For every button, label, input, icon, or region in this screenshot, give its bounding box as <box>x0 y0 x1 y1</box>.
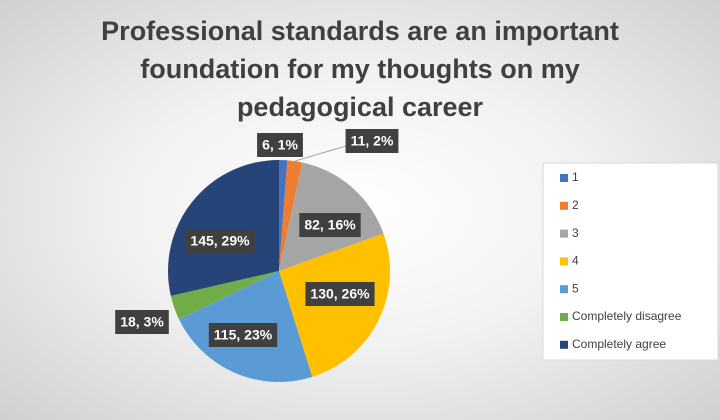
pie-slice <box>168 160 279 296</box>
data-label-group: 115, 23% <box>208 323 278 347</box>
data-label: 115, 23% <box>214 327 273 343</box>
data-label-group: 145, 29% <box>185 229 255 253</box>
legend-label: Completely disagree <box>572 309 682 323</box>
data-label-box <box>345 129 399 153</box>
leader-line <box>294 145 347 162</box>
data-label-box <box>299 213 361 237</box>
legend-label: 4 <box>572 254 579 268</box>
data-label-group: 130, 26% <box>305 282 375 306</box>
legend-label: 3 <box>572 226 579 240</box>
data-label: 11, 2% <box>351 133 394 149</box>
data-label-box <box>257 133 303 157</box>
legend-swatch <box>560 229 568 238</box>
pie-slice <box>279 160 303 271</box>
legend-swatch <box>560 313 568 321</box>
legend-box <box>542 162 719 361</box>
data-label-box <box>115 310 169 334</box>
legend-label: Completely agree <box>572 337 666 351</box>
legend-label: 2 <box>572 198 579 212</box>
legend-swatch <box>560 201 568 210</box>
legend-swatch <box>560 174 568 182</box>
legend-swatch <box>560 340 568 349</box>
legend-swatch <box>560 257 568 266</box>
data-label-box <box>305 282 375 306</box>
data-label-box <box>208 323 278 347</box>
data-label-group: 11, 2% <box>345 129 399 153</box>
pie-slice <box>279 160 288 271</box>
data-label: 82, 16% <box>304 217 356 233</box>
data-label-group: 18, 3% <box>115 310 169 334</box>
data-label: 18, 3% <box>120 314 164 330</box>
data-label: 6, 1% <box>262 137 298 153</box>
data-label: 130, 26% <box>310 286 370 302</box>
data-label-group: 82, 16% <box>299 213 361 237</box>
pie-slice <box>170 271 279 320</box>
legend-label: 5 <box>572 281 579 295</box>
chart-title: Professional standards are an important … <box>101 16 619 122</box>
data-label-group: 6, 1% <box>257 133 303 157</box>
data-label: 145, 29% <box>190 233 250 249</box>
legend-swatch <box>560 285 568 294</box>
legend-label: 1 <box>572 170 579 184</box>
data-label-box <box>185 229 255 253</box>
